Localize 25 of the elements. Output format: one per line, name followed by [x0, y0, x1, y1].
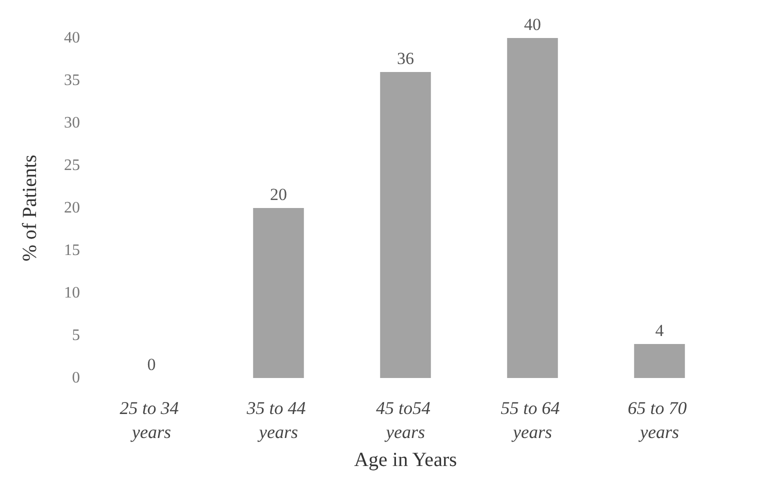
y-tick-label: 10: [64, 284, 80, 302]
bar: [507, 38, 558, 378]
data-label: 36: [397, 49, 414, 68]
y-tick-label: 35: [64, 72, 80, 89]
y-tick-label: 0: [72, 370, 80, 386]
x-tick-label: 45 to54 years: [376, 398, 436, 442]
x-tick-label: 65 to 70 years: [628, 398, 692, 442]
bar: [380, 72, 431, 378]
y-tick-label: 5: [72, 327, 80, 344]
data-label: 4: [655, 321, 664, 340]
y-axis-title: % of Patients: [19, 154, 41, 262]
data-label: 40: [524, 15, 541, 34]
x-tick-label: 35 to 44 years: [246, 398, 310, 442]
bar: [253, 208, 304, 378]
x-axis-title: Age in Years: [354, 449, 458, 471]
y-tick-label: 20: [64, 200, 80, 216]
data-label: 0: [147, 355, 156, 374]
x-tick-label: 55 to 64 years: [500, 398, 564, 442]
y-tick-label: 40: [64, 30, 80, 46]
y-tick-label: 15: [64, 242, 80, 259]
y-tick-label: 25: [64, 157, 80, 174]
bar: [634, 344, 685, 378]
data-label: 20: [270, 185, 287, 204]
x-tick-label: 25 to 34 years: [120, 398, 184, 442]
y-tick-label: 30: [64, 114, 80, 132]
